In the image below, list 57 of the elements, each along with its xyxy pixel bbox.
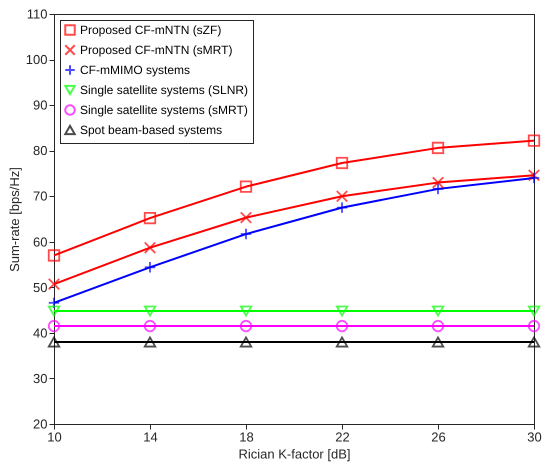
- point: [432, 306, 444, 316]
- point: [432, 320, 444, 332]
- point: [336, 306, 348, 316]
- y-tick-label: 90: [33, 98, 48, 113]
- point: [336, 320, 348, 332]
- point: [336, 156, 348, 170]
- point: [240, 320, 252, 332]
- point: [528, 172, 540, 184]
- point: [240, 180, 252, 193]
- point: [48, 320, 60, 332]
- point: [144, 336, 156, 348]
- y-tick-label: 70: [33, 188, 48, 204]
- point: [432, 142, 444, 154]
- legend-label: Single satellite systems (sMRT): [80, 103, 248, 117]
- y-tick-label: 80: [33, 143, 48, 158]
- point: [432, 176, 444, 189]
- y-tick-label: 30: [33, 370, 48, 386]
- point: [144, 306, 156, 316]
- y-tick-label: 100: [26, 52, 48, 68]
- x-tick-label: 14: [143, 430, 158, 444]
- y-tick-label: 20: [33, 416, 48, 432]
- point: [336, 201, 348, 214]
- legend-label: CF-mMIMO systems: [80, 63, 190, 77]
- point: [144, 261, 156, 274]
- y-tick-label: 40: [33, 325, 48, 340]
- point: [432, 336, 444, 348]
- y-axis-title: Sum-rate [bps/Hz]: [6, 167, 22, 272]
- point: [528, 320, 540, 332]
- point: [336, 336, 348, 348]
- point: [528, 306, 540, 316]
- x-tick-label: 26: [431, 430, 446, 444]
- x-tick-label: 10: [47, 430, 62, 444]
- point: [240, 336, 252, 348]
- point: [144, 212, 156, 224]
- legend-label: Proposed CF-mNTN (sMRT): [80, 43, 232, 57]
- legend-label: Proposed CF-mNTN (sZF): [80, 23, 222, 37]
- point: [48, 249, 60, 262]
- x-axis-title: Rician K-factor [dB]: [238, 446, 350, 462]
- point: [528, 336, 540, 348]
- y-tick-label: 110: [26, 6, 48, 22]
- point: [432, 182, 444, 196]
- point: [240, 306, 252, 316]
- point: [48, 336, 60, 348]
- point: [144, 320, 156, 332]
- point: [528, 169, 540, 182]
- point: [48, 306, 60, 316]
- legend-label: Spot beam-based systems: [80, 123, 222, 137]
- x-tick-label: 18: [239, 430, 254, 444]
- x-tick-label: 30: [527, 430, 542, 444]
- point: [528, 134, 540, 147]
- x-tick-label: 22: [335, 430, 350, 444]
- point: [48, 278, 60, 290]
- y-tick-label: 50: [33, 280, 48, 295]
- point: [240, 228, 252, 240]
- point: [48, 296, 60, 309]
- y-tick-label: 60: [33, 234, 48, 250]
- legend-label: Single satellite systems (SLNR): [80, 83, 248, 97]
